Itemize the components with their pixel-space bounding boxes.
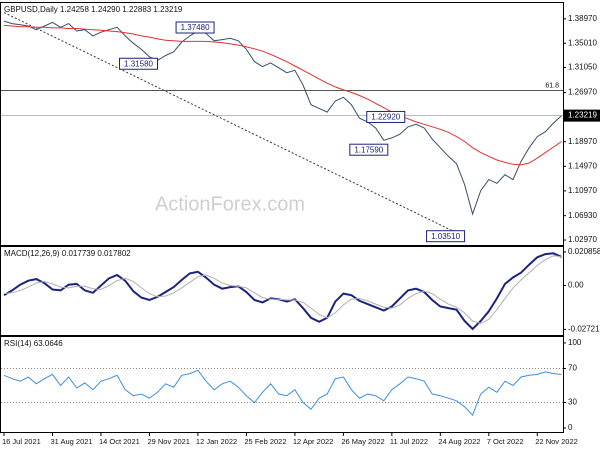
y-tick-label: 0.020858 [568, 247, 600, 256]
annotation-label: 1.03510 [431, 232, 460, 241]
y-tick-label: 1.02970 [568, 235, 597, 244]
series-line [3, 369, 562, 417]
x-tick-label: 12 Jan 2022 [196, 437, 237, 446]
series-line [3, 24, 562, 166]
last-price-box [563, 109, 600, 122]
x-tick-label: 12 Apr 2022 [293, 437, 333, 446]
annotation-label: 1.22920 [371, 113, 400, 122]
watermark: ActionForex.com [155, 193, 305, 215]
annotation-box [426, 230, 466, 243]
annotation-box [349, 143, 389, 156]
x-tick-label: 25 Feb 2022 [244, 437, 286, 446]
annotation-box [119, 57, 159, 70]
y-tick-label: 1.14970 [568, 161, 597, 170]
panel-title: RSI(14) 63.0646 [4, 339, 63, 348]
y-tick-label: 0.00 [568, 281, 584, 290]
price-panel [0, 2, 564, 246]
trendline [3, 12, 465, 238]
annotation-label: 1.17590 [354, 145, 383, 154]
y-tick-label: -0.027213 [568, 324, 600, 333]
y-tick-label: 1.18970 [568, 137, 597, 146]
y-tick-label: 1.26970 [568, 88, 597, 97]
y-tick-label: 1.35010 [568, 38, 597, 47]
x-tick-label: 16 Jul 2021 [2, 437, 41, 446]
panel-title: GBPUSD,Daily 1.24258 1.24290 1.22883 1.2… [4, 5, 183, 14]
y-tick-label: 1.38970 [568, 14, 597, 23]
y-tick-label: 1.31050 [568, 63, 597, 72]
x-tick-label: 29 Nov 2021 [147, 437, 190, 446]
y-tick-label: 30 [568, 398, 577, 407]
annotation-box [366, 110, 406, 123]
x-tick-label: 26 May 2022 [341, 437, 384, 446]
annotation-box [175, 21, 215, 34]
x-tick-label: 22 Nov 2022 [535, 437, 578, 446]
y-tick-label: 70 [568, 364, 577, 373]
x-tick-label: 11 Jul 2022 [390, 437, 428, 446]
annotation-label: 1.37480 [181, 23, 210, 32]
y-tick-label: 0 [568, 423, 573, 432]
series-line [3, 255, 562, 324]
series-line [3, 20, 562, 216]
macd-panel [0, 246, 564, 336]
rsi-panel [0, 336, 564, 433]
y-tick-label: 100 [568, 338, 582, 347]
x-tick-label: 24 Aug 2022 [438, 437, 480, 446]
y-tick-label: 1.06930 [568, 211, 597, 220]
annotation-label: 1.31580 [124, 59, 153, 68]
panel-title: MACD(12,26,9) 0.017739 0.017802 [4, 249, 131, 258]
x-tick-label: 14 Oct 2021 [99, 437, 140, 446]
last-price-label: 1.23219 [568, 111, 597, 120]
y-tick-label: 1.10970 [568, 186, 597, 195]
x-tick-label: 31 Aug 2021 [50, 437, 92, 446]
x-tick-label: 7 Oct 2022 [487, 437, 524, 446]
fib-label: 61.8 [545, 82, 559, 89]
